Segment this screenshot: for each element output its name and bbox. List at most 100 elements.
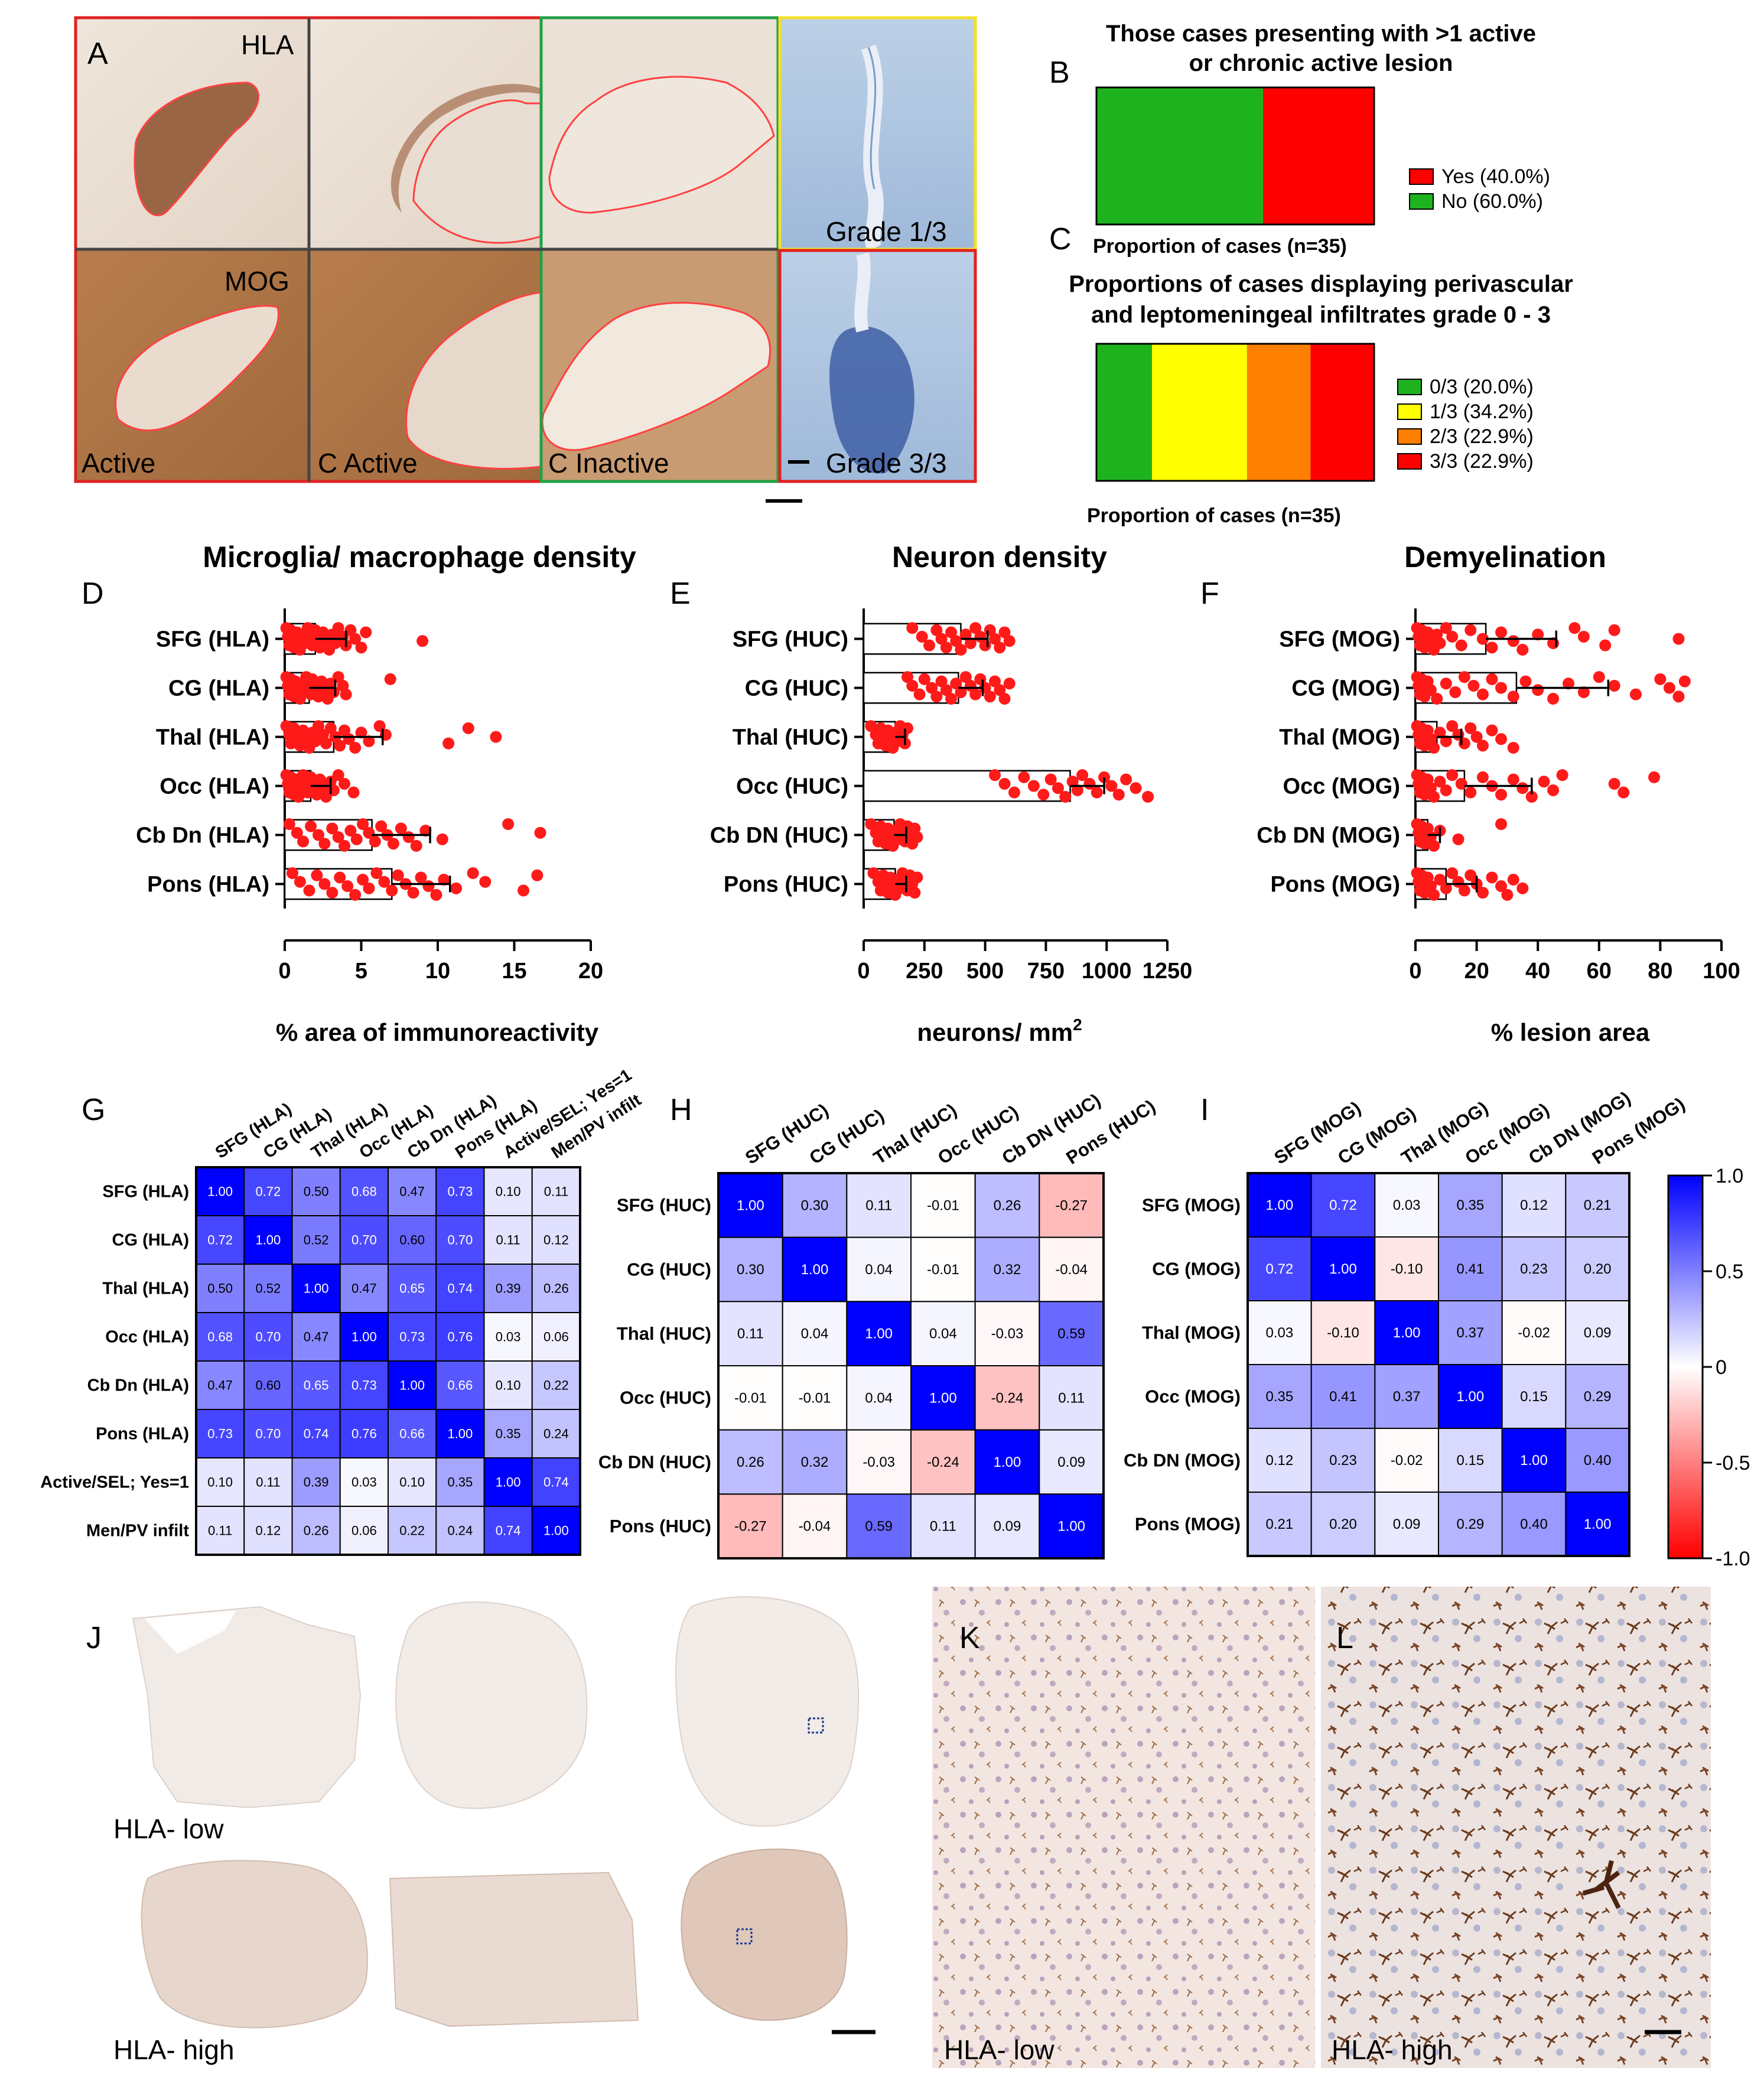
data-point bbox=[334, 740, 346, 752]
x-tick-label: 250 bbox=[906, 959, 943, 984]
data-point bbox=[1098, 771, 1111, 783]
data-point bbox=[1486, 673, 1498, 685]
cell-value: 1.00 bbox=[994, 1454, 1021, 1470]
data-point bbox=[339, 724, 351, 737]
data-point bbox=[1440, 678, 1452, 690]
data-point bbox=[945, 692, 958, 705]
heatmap-cell bbox=[1039, 1236, 1105, 1303]
data-point bbox=[312, 720, 324, 732]
cell-value: 1.00 bbox=[352, 1329, 377, 1344]
heatmap-g: 1.00 0.72 0.50 0.68 0.47 0.73 0.10 0.11 0.72 1.00… bbox=[40, 1066, 645, 1556]
row-label: Men/PV infilt bbox=[86, 1522, 189, 1541]
data-point bbox=[994, 684, 1006, 696]
xlabel-superscript: 2 bbox=[1073, 1015, 1082, 1034]
cell-value: 0.70 bbox=[255, 1426, 281, 1441]
data-point bbox=[1464, 786, 1477, 799]
data-point bbox=[935, 675, 948, 688]
category-label: Pons (MOG) bbox=[1270, 872, 1400, 897]
heatmap-cell bbox=[1565, 1364, 1630, 1429]
data-point bbox=[311, 869, 323, 881]
cell-value: 0.04 bbox=[929, 1326, 957, 1342]
heatmap-cell bbox=[435, 1215, 485, 1265]
data-point bbox=[1629, 688, 1642, 701]
data-point bbox=[923, 639, 936, 652]
data-point bbox=[1476, 688, 1489, 701]
heatmap-cell bbox=[782, 1429, 848, 1495]
data-point bbox=[1003, 635, 1016, 647]
stain-label-mog: MOG bbox=[224, 266, 289, 297]
legend-label: 0/3 (20.0%) bbox=[1430, 376, 1534, 398]
cell-value: 0.47 bbox=[352, 1281, 377, 1295]
data-point bbox=[955, 686, 967, 698]
cell-value: 0.20 bbox=[1329, 1516, 1357, 1532]
data-point bbox=[998, 692, 1011, 705]
data-point bbox=[1556, 769, 1568, 782]
cell-value: 0.60 bbox=[399, 1232, 425, 1247]
panel-c-xlabel: Proportion of cases (n=35) bbox=[1087, 504, 1341, 527]
data-point bbox=[415, 871, 427, 884]
data-point bbox=[1608, 679, 1620, 692]
legend-label: 3/3 (22.9%) bbox=[1430, 450, 1534, 473]
heatmap-cell bbox=[1310, 1492, 1376, 1557]
heatmap-cell bbox=[531, 1360, 581, 1410]
heatmap-cell bbox=[1247, 1492, 1312, 1557]
data-point bbox=[355, 642, 367, 654]
data-point bbox=[344, 825, 357, 837]
data-point bbox=[438, 874, 450, 886]
data-point bbox=[386, 884, 398, 897]
row-label: Thal (MOG) bbox=[1142, 1322, 1241, 1343]
heatmap-cell bbox=[1374, 1364, 1439, 1429]
data-point bbox=[286, 867, 298, 880]
heatmap-cell bbox=[243, 1506, 293, 1555]
heatmap-cell bbox=[291, 1167, 341, 1216]
data-point bbox=[303, 884, 315, 897]
panel-d: Microglia/ macrophage density D 0 5 10 15 20… bbox=[82, 541, 636, 1046]
data-point bbox=[959, 671, 972, 683]
bar-outline bbox=[1095, 86, 1375, 226]
hla-low-label: HLA- low bbox=[944, 2034, 1055, 2065]
data-point bbox=[1044, 773, 1057, 786]
cell-value: -0.27 bbox=[1055, 1197, 1088, 1213]
data-point bbox=[1519, 675, 1532, 688]
panel-f-title: Demyelination bbox=[1404, 541, 1606, 574]
cell-value: 0.52 bbox=[255, 1281, 281, 1295]
cell-value: 0.11 bbox=[496, 1232, 520, 1247]
row-label: Thal (HUC) bbox=[617, 1323, 711, 1344]
data-point bbox=[410, 839, 422, 852]
data-point bbox=[1672, 633, 1685, 645]
data-point bbox=[964, 637, 977, 649]
lesion-outline bbox=[405, 291, 542, 470]
microglia-cluster bbox=[1582, 1860, 1621, 1909]
data-point bbox=[350, 833, 363, 845]
data-point bbox=[327, 686, 340, 698]
lesion-outline bbox=[541, 302, 772, 451]
data-point bbox=[918, 673, 930, 685]
micrograph-hla-high bbox=[1321, 1587, 1711, 2068]
data-point bbox=[347, 786, 360, 799]
data-point bbox=[1458, 737, 1470, 750]
panel-f: Demyelination F 0 20 40 60 80 100 SFG (MOG) CG … bbox=[1200, 541, 1740, 1046]
colorbar-tick-label: 1.0 bbox=[1716, 1165, 1743, 1187]
cell-value: 0.72 bbox=[1265, 1261, 1293, 1277]
legend-label: 1/3 (34.2%) bbox=[1430, 401, 1534, 423]
stacked-bar-b bbox=[1095, 86, 1375, 226]
cell-value: 0.12 bbox=[1520, 1197, 1548, 1213]
tissue-section bbox=[141, 1860, 368, 2029]
heatmap-cell bbox=[1247, 1173, 1312, 1238]
data-point bbox=[984, 691, 996, 703]
cell-value: 0.47 bbox=[399, 1184, 425, 1199]
row-label: Pons (MOG) bbox=[1135, 1513, 1241, 1534]
heatmap-cell bbox=[1247, 1300, 1312, 1365]
category-label: SFG (HLA) bbox=[156, 627, 269, 652]
colorbar-gradient bbox=[1667, 1174, 1704, 1559]
data-point bbox=[935, 633, 948, 645]
data-point bbox=[379, 728, 392, 741]
panel-l: L HLA- high bbox=[1321, 1587, 1711, 2068]
cell-value: 0.59 bbox=[1057, 1326, 1085, 1342]
data-point bbox=[340, 688, 352, 701]
data-point bbox=[1130, 782, 1142, 795]
data-point bbox=[1507, 691, 1519, 703]
data-point bbox=[363, 882, 375, 894]
heatmap-cell bbox=[1565, 1492, 1630, 1557]
cell-value: 0.70 bbox=[447, 1232, 473, 1247]
